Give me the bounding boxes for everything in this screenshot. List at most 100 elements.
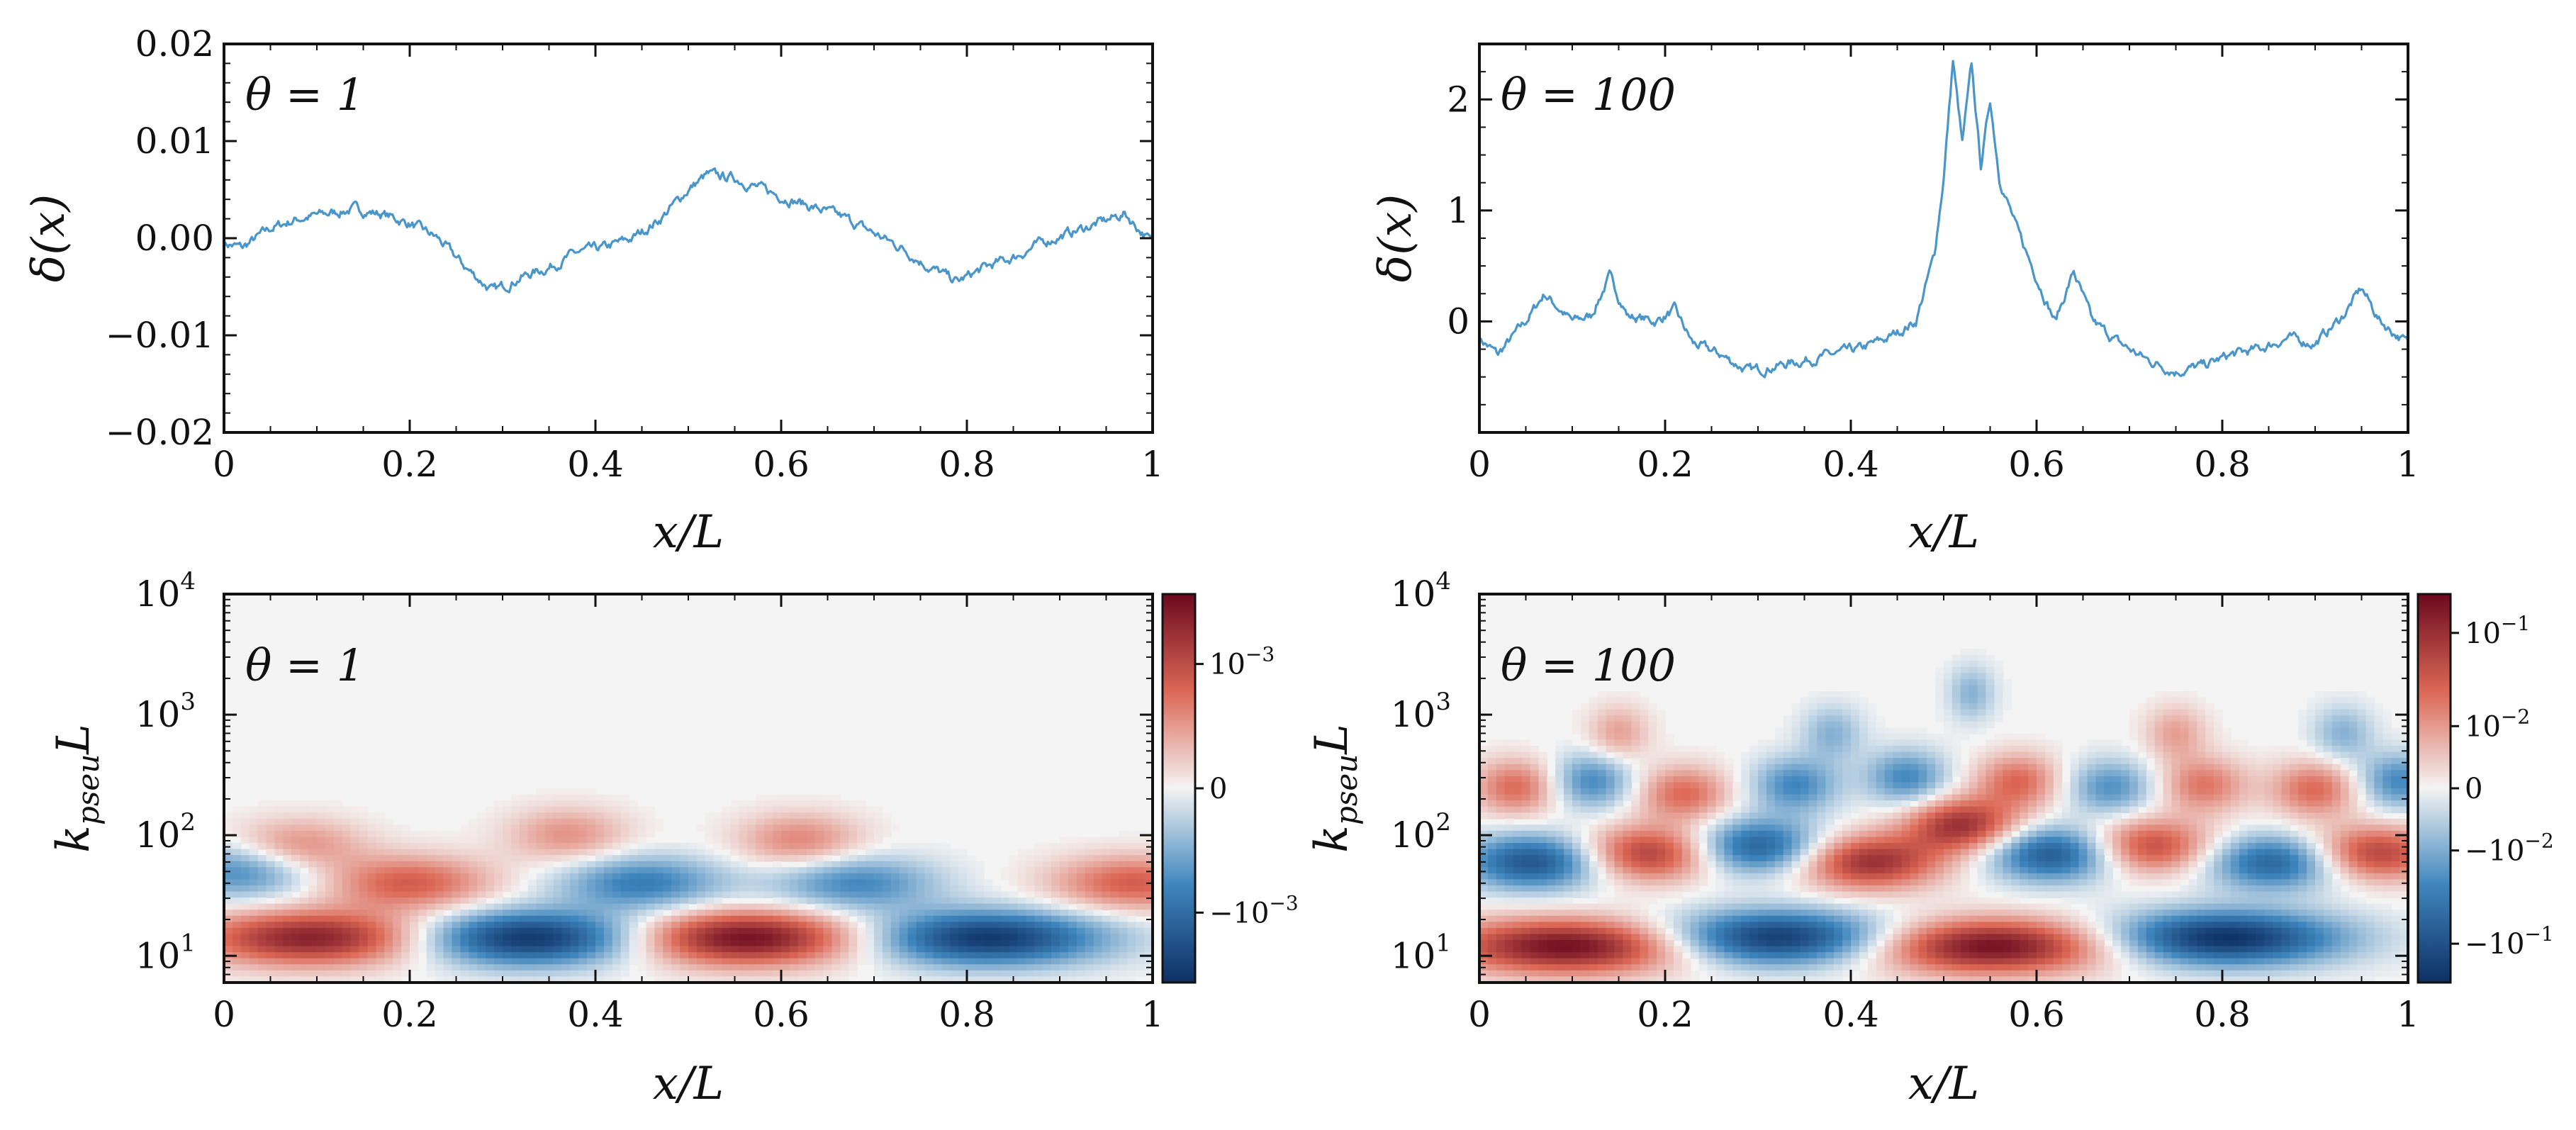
heatmap-cell	[637, 873, 647, 880]
heatmap-cell	[266, 830, 276, 838]
heatmap-cell	[907, 934, 917, 941]
heatmap-cell	[890, 970, 900, 978]
heatmap-cell	[2163, 715, 2173, 722]
heatmap-cell	[553, 922, 563, 929]
heatmap-cell	[1817, 703, 1827, 710]
heatmap-cell	[941, 873, 951, 880]
heatmap-cell	[840, 927, 850, 935]
heatmap-cell	[1606, 697, 1615, 704]
heatmap-cell	[1034, 867, 1043, 874]
heatmap-cell	[1000, 897, 1010, 905]
heatmap-cell	[1043, 958, 1052, 966]
heatmap-cell	[857, 903, 866, 911]
heatmap-cell	[603, 800, 613, 807]
heatmap-cell	[671, 927, 681, 935]
heatmap-cell	[924, 879, 934, 886]
heatmap-cell	[1935, 782, 1944, 789]
heatmap-cell	[1910, 733, 1920, 741]
heatmap-cell	[224, 970, 233, 978]
heatmap-cell	[1085, 910, 1094, 917]
heatmap-cell	[916, 964, 926, 971]
heatmap-cell	[1665, 788, 1674, 795]
heatmap-cell	[2028, 763, 2037, 771]
heatmap-cell	[781, 952, 790, 959]
heatmap-cell	[460, 885, 470, 893]
heatmap-cell	[342, 849, 352, 856]
heatmap-cell	[2188, 715, 2198, 722]
heatmap-cell	[376, 934, 386, 941]
heatmap-cell	[2154, 800, 2164, 807]
heatmap-cell	[224, 922, 233, 929]
heatmap-cell	[1969, 703, 1978, 710]
heatmap-cell	[1867, 800, 1877, 807]
heatmap-cell	[333, 855, 343, 862]
heatmap-cell	[688, 964, 698, 971]
heatmap-cell	[874, 897, 883, 905]
heatmap-cell	[1969, 709, 1978, 717]
heatmap-cell	[274, 885, 284, 893]
heatmap-cell	[544, 867, 554, 874]
heatmap-cell	[680, 970, 689, 978]
heatmap-cell	[587, 879, 596, 886]
heatmap-cell	[443, 843, 453, 850]
heatmap-cell	[2315, 770, 2324, 777]
heatmap-cell	[469, 818, 478, 826]
heatmap-cell	[2154, 703, 2164, 710]
heatmap-cell	[806, 934, 816, 941]
heatmap-cell	[1867, 763, 1877, 771]
heatmap-cell	[1901, 727, 1911, 734]
heatmap-cell	[1564, 739, 1573, 746]
heatmap-cell	[1918, 727, 1927, 734]
heatmap-cell	[1009, 910, 1019, 917]
heatmap-cell	[739, 879, 749, 886]
heatmap-cell	[975, 915, 985, 923]
heatmap-cell	[2331, 691, 2341, 698]
heatmap-cell	[705, 873, 715, 880]
heatmap-cell	[300, 812, 309, 819]
heatmap-cell	[2180, 691, 2190, 698]
heatmap-cell	[637, 806, 647, 814]
heatmap-cell	[1521, 794, 1531, 801]
heatmap-cell	[646, 903, 656, 911]
heatmap-cell	[2146, 776, 2156, 783]
heatmap-cell	[1127, 897, 1136, 905]
heatmap-cell	[359, 830, 369, 838]
heatmap-cell	[300, 891, 309, 898]
heatmap-cell	[739, 903, 749, 911]
heatmap-cell	[688, 910, 698, 917]
heatmap-cell	[469, 958, 478, 966]
heatmap-cell	[1589, 697, 1598, 704]
heatmap-cell	[2230, 800, 2240, 807]
heatmap-cell	[300, 946, 309, 953]
heatmap-cell	[1783, 733, 1793, 741]
heatmap-cell	[359, 855, 369, 862]
heatmap-cell	[266, 922, 276, 929]
heatmap-cell	[1000, 958, 1010, 966]
heatmap-cell	[1842, 794, 1852, 801]
heatmap-cell	[1572, 782, 1581, 789]
heatmap-cell	[1496, 739, 1506, 746]
heatmap-cell	[1017, 867, 1027, 874]
heatmap-cell	[840, 849, 850, 856]
heatmap-cell	[426, 946, 436, 953]
heatmap-cell	[1994, 751, 2004, 759]
heatmap-cell	[950, 922, 959, 929]
heatmap-cell	[705, 976, 715, 983]
heatmap-cell	[384, 952, 393, 959]
heatmap-cell	[401, 927, 410, 935]
heatmap-cell	[789, 794, 799, 801]
heatmap-cell	[916, 897, 926, 905]
heatmap-cell	[426, 940, 436, 947]
heatmap-cell	[1783, 788, 1793, 795]
heatmap-cell	[553, 952, 563, 959]
heatmap-cell	[283, 897, 293, 905]
heatmap-cell	[1547, 776, 1556, 783]
heatmap-cell	[797, 964, 807, 971]
heatmap-cell	[663, 940, 672, 947]
heatmap-cell	[2365, 697, 2375, 704]
heatmap-cell	[866, 879, 875, 886]
heatmap-cell	[1665, 794, 1674, 801]
heatmap-cell	[2391, 751, 2400, 759]
heatmap-cell	[435, 843, 444, 850]
heatmap-cell	[1749, 806, 1759, 814]
